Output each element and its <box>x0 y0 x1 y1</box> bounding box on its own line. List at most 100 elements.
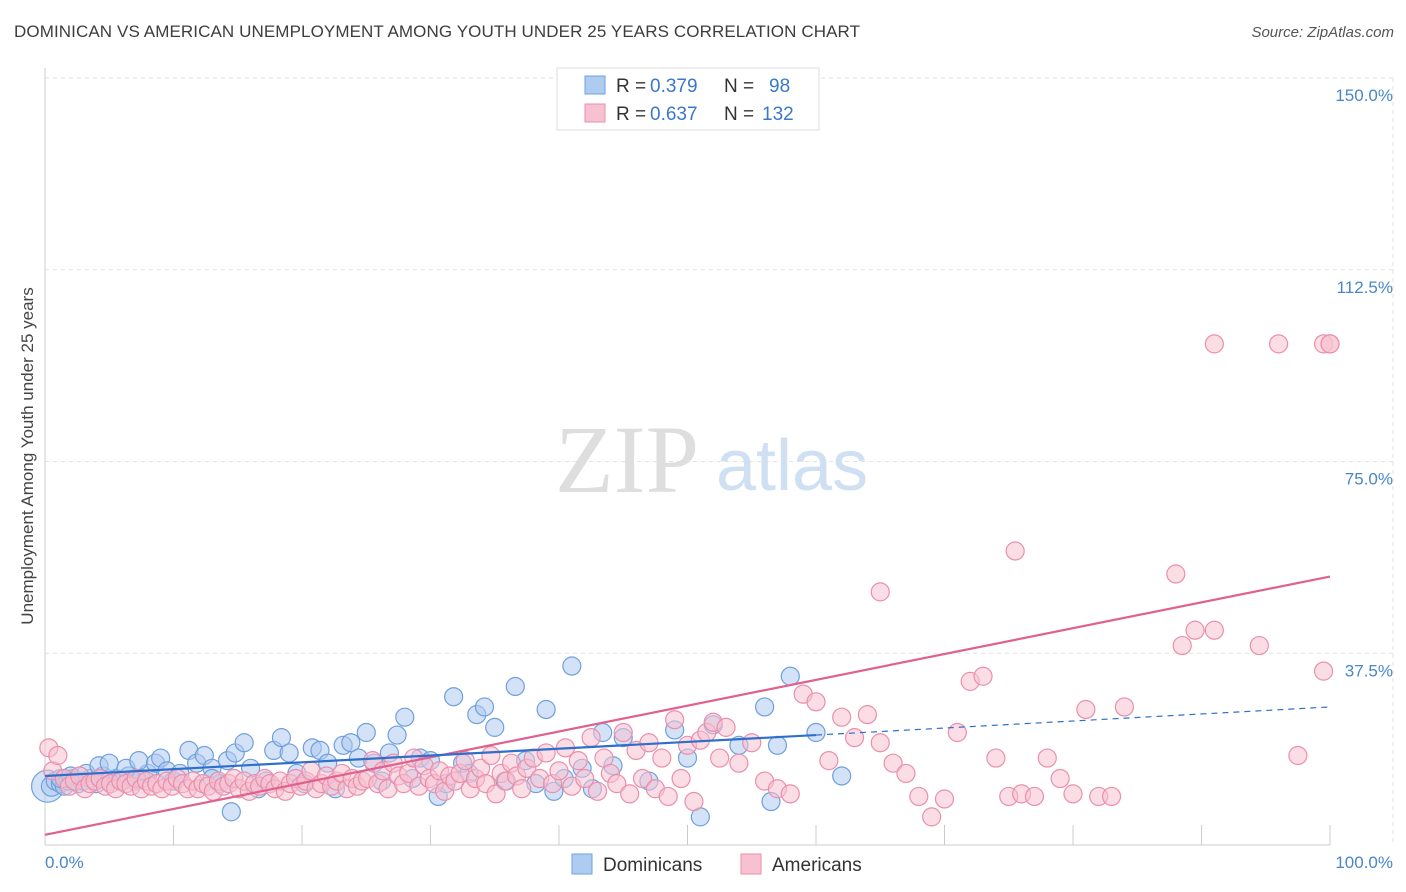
americans-point-154 <box>1101 786 1122 807</box>
dominicans-point-72 <box>505 676 525 697</box>
legend-n-label-2: N = <box>724 104 754 125</box>
americans-point-103 <box>581 728 601 748</box>
americans-point-109 <box>620 784 640 804</box>
dominicans-point-38 <box>234 733 254 753</box>
americans-point-129 <box>780 784 800 804</box>
americans-point-158 <box>1166 564 1186 584</box>
dominicans-point-70 <box>485 717 505 737</box>
americans-point-108 <box>613 722 633 743</box>
axes <box>44 68 1331 846</box>
dominicans-point-75 <box>536 699 556 720</box>
legend-swatch-americans <box>584 103 606 123</box>
trend-line-dominicans <box>44 733 817 778</box>
watermark-atlas: atlas <box>716 426 868 506</box>
chart-title: DOMINICAN VS AMERICAN UNEMPLOYMENT AMONG… <box>14 22 861 41</box>
dominicans-point-95 <box>780 666 800 686</box>
americans-point-101 <box>568 751 588 771</box>
dominicans-point-94 <box>767 735 788 755</box>
americans-point-114 <box>652 748 672 768</box>
americans-point-140 <box>922 807 942 827</box>
dominicans-point-92 <box>754 697 775 717</box>
dominicans-point-43 <box>271 728 292 748</box>
americans-point-123 <box>710 748 730 768</box>
dominicans-point-97 <box>832 766 852 786</box>
americans-point-144 <box>973 666 993 686</box>
americans-point-133 <box>832 707 852 727</box>
americans-point-157 <box>1005 541 1025 561</box>
legend-bottom-swatch-americans <box>740 853 762 875</box>
y-tick-label-0: 37.5% <box>1345 661 1393 680</box>
americans-point-141 <box>934 789 955 809</box>
y-tick-label-2: 112.5% <box>1337 278 1393 297</box>
legend-bottom-label-dominicans: Dominicans <box>603 855 702 876</box>
legend-r-label-2: R = <box>616 104 646 125</box>
legend-n-label-1: N = <box>724 76 754 97</box>
x-tick-label-1: 100.0% <box>1335 853 1393 872</box>
legend-r-value-2: 0.637 <box>650 104 698 125</box>
dominicans-point-69 <box>474 697 495 717</box>
americans-point-162 <box>1249 635 1269 656</box>
americans-point-161 <box>1204 620 1224 640</box>
americans-point-111 <box>632 768 653 789</box>
americans-point-96 <box>536 743 556 763</box>
legend-r-value-1: 0.379 <box>650 76 698 97</box>
americans-point-163 <box>1313 661 1334 681</box>
americans-point-137 <box>883 753 903 773</box>
americans-point-115 <box>658 786 678 807</box>
americans-point-148 <box>1024 786 1045 807</box>
americans-point-132 <box>819 751 839 771</box>
legend-top: R = 0.379 N = 98 R = 0.637 N = 132 <box>556 67 820 131</box>
dominicans-point-59 <box>395 707 415 727</box>
dominicans-point-78 <box>562 656 582 676</box>
americans-point-159 <box>1172 635 1192 656</box>
watermark-zip: ZIP <box>555 406 699 513</box>
americans-point-134 <box>844 728 865 748</box>
americans-point-131 <box>806 692 826 712</box>
americans-point-92 <box>512 779 532 799</box>
dominicans-point-25 <box>129 751 149 771</box>
dominicans-point-58 <box>387 725 407 745</box>
americans-point-126 <box>742 733 762 753</box>
dominicans-point-52 <box>341 733 361 753</box>
americans-point-98 <box>549 761 569 781</box>
americans-point-145 <box>986 748 1006 768</box>
dominicans-point-96 <box>806 722 826 743</box>
y-axis-title: Unemployment Among Youth under 25 years <box>18 287 37 624</box>
americans-point-139 <box>909 786 929 807</box>
x-tick-label-0: 0.0% <box>45 853 84 872</box>
legend-r-label-1: R = <box>616 76 646 97</box>
americans-point-124 <box>716 717 736 737</box>
americans-point-156 <box>870 582 890 602</box>
americans-point-152 <box>1076 699 1096 720</box>
americans-point-164 <box>1288 745 1308 766</box>
legend-bottom-label-americans: Americans <box>772 855 862 876</box>
americans-point-155 <box>1114 697 1135 717</box>
tick-labels: 37.5% 75.0% 112.5% 150.0% 0.0% 100.0% <box>45 86 1393 872</box>
americans-point-102 <box>575 768 595 789</box>
americans-point-160 <box>1185 620 1205 640</box>
americans-point-104 <box>587 781 608 801</box>
legend-bottom: Dominicans Americans <box>571 853 862 876</box>
americans-point-81 <box>455 751 475 771</box>
americans-point-125 <box>729 753 749 773</box>
americans-point-142 <box>947 722 967 743</box>
legend-bottom-swatch-dominicans <box>571 853 593 875</box>
series-dominicans <box>30 656 852 827</box>
americans-point-138 <box>896 763 916 784</box>
americans-point-2 <box>48 745 68 766</box>
watermark: ZIP atlas <box>555 406 868 513</box>
americans-point-136 <box>870 733 890 753</box>
americans-point-169 <box>1320 334 1340 354</box>
americans-point-151 <box>1063 784 1083 804</box>
source-label: Source: ZipAtlas.com <box>1251 24 1394 41</box>
americans-point-107 <box>607 774 627 794</box>
americans-point-166 <box>1268 334 1289 354</box>
americans-point-150 <box>1050 768 1070 789</box>
dominicans-point-85 <box>221 802 241 822</box>
americans-point-165 <box>1204 334 1224 354</box>
americans-point-116 <box>665 710 685 730</box>
trend-line-dominicans-extension <box>815 706 1331 736</box>
y-tick-label-1: 75.0% <box>1345 470 1393 489</box>
dominicans-point-44 <box>279 743 299 763</box>
legend-swatch-dominicans <box>584 75 606 95</box>
